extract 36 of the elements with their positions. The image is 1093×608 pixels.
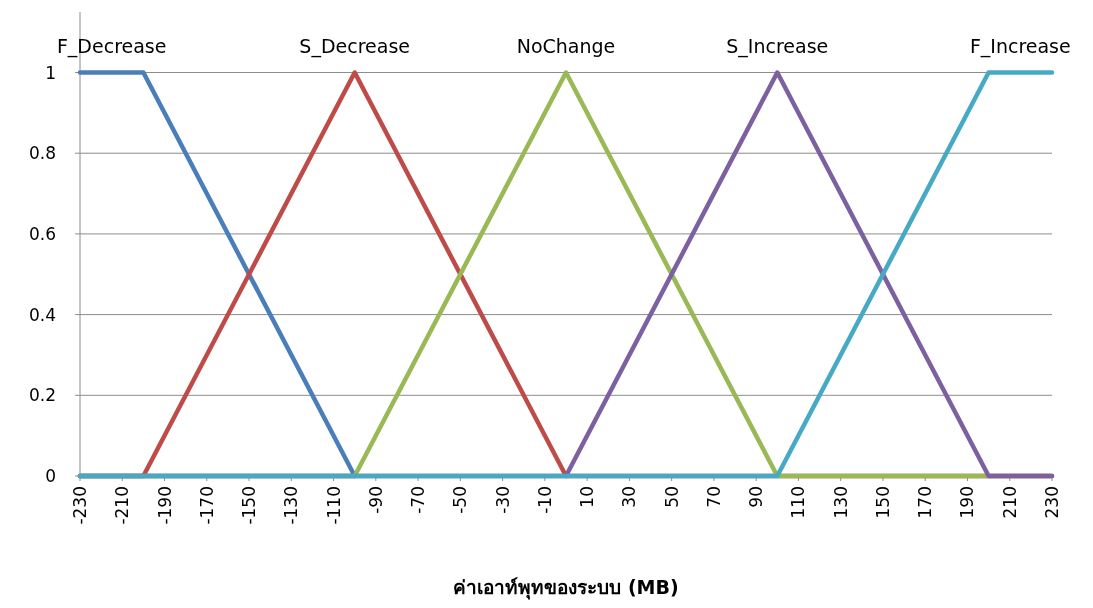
x-tick-label: 50 bbox=[661, 486, 682, 508]
x-tick-label: -210 bbox=[112, 486, 133, 525]
x-tick-label: 70 bbox=[703, 486, 724, 508]
y-tick-label: 0.4 bbox=[28, 304, 56, 325]
x-tick-label: 30 bbox=[619, 486, 640, 508]
x-tick-label: -10 bbox=[534, 486, 555, 514]
y-tick-label: 0.8 bbox=[28, 143, 56, 164]
series-label: F_Increase bbox=[969, 34, 1071, 58]
x-tick-label: -110 bbox=[323, 486, 344, 525]
x-tick-label: 190 bbox=[957, 486, 978, 519]
x-tick-label: 210 bbox=[999, 486, 1020, 519]
series-label: S_Decrease bbox=[299, 34, 411, 58]
x-tick-label: 110 bbox=[788, 486, 809, 519]
x-tick-label: -70 bbox=[408, 486, 429, 514]
y-tick-label: 0.2 bbox=[28, 385, 56, 406]
x-tick-label: -170 bbox=[196, 486, 217, 525]
y-tick-label: 0.6 bbox=[28, 223, 56, 244]
series-label: NoChange bbox=[516, 34, 616, 57]
x-tick-label: -30 bbox=[492, 486, 513, 514]
x-axis-title: ค่าเอาท์พุทของระบบ (MB) bbox=[453, 576, 679, 600]
x-tick-label: -190 bbox=[154, 486, 175, 525]
x-tick-label: 130 bbox=[830, 486, 851, 519]
series-label: S_Increase bbox=[726, 34, 829, 58]
x-tick-label: 230 bbox=[1042, 486, 1062, 519]
x-tick-label: 10 bbox=[577, 486, 598, 508]
x-tick-label: -90 bbox=[365, 486, 386, 514]
x-tick-label: 170 bbox=[915, 486, 936, 519]
x-tick-label: -130 bbox=[281, 486, 302, 525]
series-label: F_Decrease bbox=[56, 34, 167, 58]
x-tick-label: 90 bbox=[746, 486, 767, 508]
x-tick-label: -230 bbox=[70, 486, 90, 525]
y-tick-label: 0 bbox=[45, 466, 56, 486]
x-tick-label: -150 bbox=[239, 486, 260, 525]
x-tick-label: 150 bbox=[872, 486, 893, 519]
x-tick-label: -50 bbox=[450, 486, 471, 514]
y-tick-label: 1 bbox=[45, 62, 56, 83]
